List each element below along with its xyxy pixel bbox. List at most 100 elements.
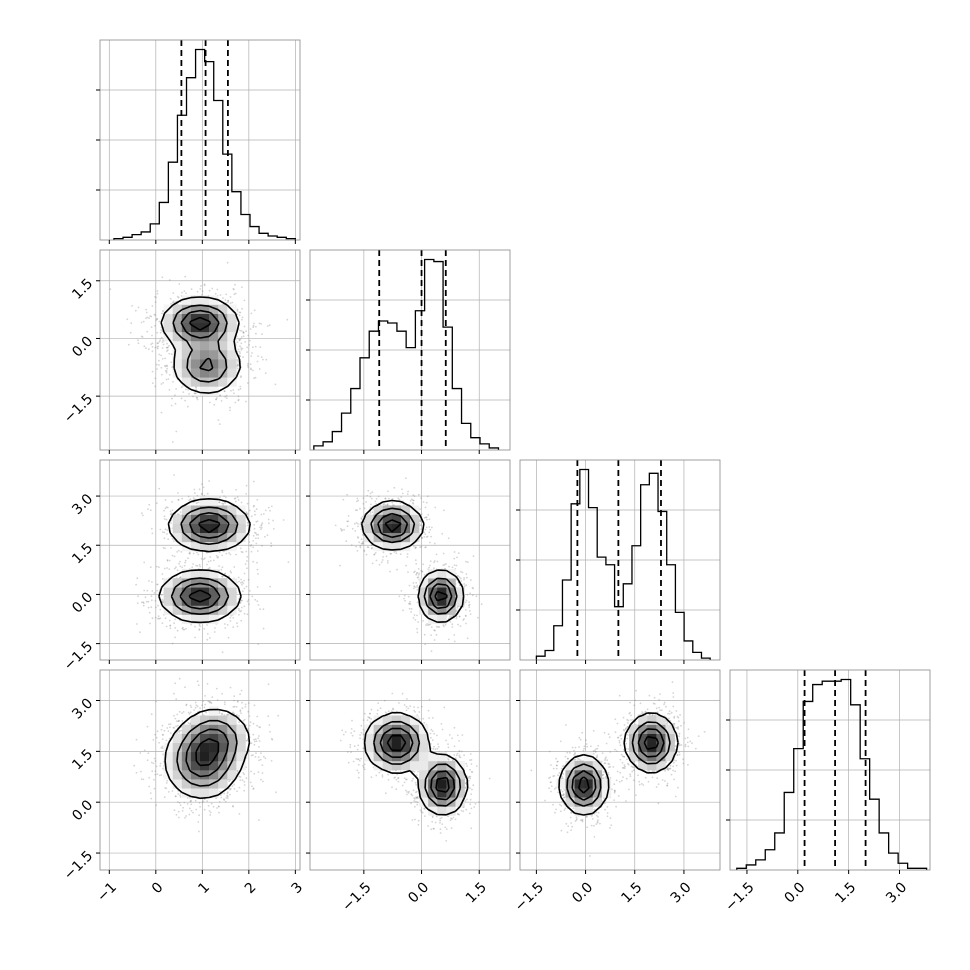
scatter-point: [196, 290, 199, 293]
scatter-point: [425, 536, 428, 538]
scatter-point: [179, 576, 182, 579]
panel-frame: [309, 459, 511, 661]
scatter-point: [210, 702, 213, 705]
scatter-point: [189, 552, 191, 555]
scatter-point: [164, 364, 166, 367]
scatter-point: [346, 520, 349, 523]
scatter-point: [428, 566, 430, 569]
scatter-point: [253, 309, 256, 312]
scatter-point: [252, 326, 255, 329]
scatter-point: [242, 332, 245, 334]
scatter-point: [243, 587, 246, 590]
scatter-point: [370, 544, 373, 547]
scatter-point: [396, 568, 398, 571]
scatter-point: [199, 288, 202, 290]
scatter-point: [154, 377, 157, 380]
scatter-point: [347, 520, 350, 523]
density-cell: [181, 350, 192, 360]
scatter-point: [254, 376, 257, 379]
contour-line: [179, 512, 230, 610]
scatter-point: [216, 288, 219, 291]
scatter-point: [453, 634, 456, 636]
pair-panel-3-0: [100, 670, 300, 870]
scatter-point: [178, 283, 181, 285]
scatter-point: [240, 599, 243, 602]
scatter-point: [182, 626, 184, 629]
density-cell: [227, 523, 237, 534]
scatter-point: [385, 555, 388, 558]
scatter-point: [142, 514, 144, 517]
density-cell: [172, 532, 183, 543]
scatter-point: [178, 549, 180, 552]
scatter-point: [423, 633, 426, 636]
density-cell: [200, 496, 210, 506]
scatter-point: [256, 600, 259, 603]
scatter-point: [343, 528, 345, 531]
density-cell: [227, 322, 237, 333]
scatter-point: [239, 329, 242, 332]
scatter-point: [465, 584, 468, 586]
scatter-point: [224, 299, 227, 301]
scatter-point: [155, 319, 158, 322]
scatter-point: [150, 713, 153, 716]
density-cell: [437, 596, 447, 606]
histogram-panel-1: [310, 250, 510, 450]
density-cell: [209, 541, 219, 552]
scatter-point: [264, 535, 266, 538]
density-cell: [428, 596, 438, 606]
density-cell: [209, 605, 219, 615]
scatter-point: [246, 524, 249, 527]
scatter-point: [371, 511, 374, 514]
scatter-point: [367, 489, 370, 492]
scatter-point: [147, 606, 150, 609]
scatter-point: [246, 351, 249, 353]
scatter-point: [154, 346, 157, 349]
scatter-point: [410, 611, 412, 613]
scatter-point: [257, 573, 259, 575]
scatter-point: [233, 288, 235, 291]
scatter-point: [236, 359, 239, 361]
scatter-point: [239, 693, 242, 696]
scatter-point: [360, 518, 363, 521]
scatter-point: [363, 549, 365, 552]
scatter-point: [175, 430, 178, 433]
scatter-point: [169, 624, 172, 627]
density-cell: [172, 313, 183, 324]
scatter-point: [422, 563, 425, 566]
density-cell: [391, 505, 402, 515]
histogram-step-line: [535, 468, 711, 660]
density-cell: [209, 304, 219, 314]
scatter-point: [219, 294, 222, 296]
scatter-point: [239, 352, 242, 354]
scatter-point: [156, 589, 159, 592]
density-cell: [190, 340, 201, 351]
scatter-point: [416, 572, 419, 574]
scatter-point: [417, 576, 420, 579]
scatter-point: [186, 803, 189, 805]
density-cell: [181, 605, 192, 615]
scatter-point: [166, 346, 169, 349]
density-cell: [218, 523, 228, 534]
scatter-point: [241, 347, 244, 350]
scatter-point: [240, 581, 242, 584]
scatter-point: [156, 331, 159, 334]
density-cell: [209, 340, 219, 351]
density-cell: [181, 304, 192, 314]
density-cell: [200, 541, 210, 552]
density-cell: [190, 614, 201, 624]
scatter-point: [213, 631, 216, 633]
scatter-point: [195, 386, 198, 389]
scatter-point: [258, 322, 261, 325]
scatter-point: [160, 366, 163, 369]
scatter-point: [151, 342, 154, 345]
scatter-point: [404, 599, 406, 602]
scatter-point: [465, 599, 468, 602]
scatter-point: [194, 392, 197, 395]
scatter-point: [211, 287, 214, 290]
scatter-point: [227, 636, 230, 639]
scatter-point: [393, 486, 396, 489]
density-cell: [419, 587, 429, 597]
scatter-point: [435, 625, 438, 628]
density-cell: [227, 359, 237, 369]
density-cell: [200, 386, 210, 396]
